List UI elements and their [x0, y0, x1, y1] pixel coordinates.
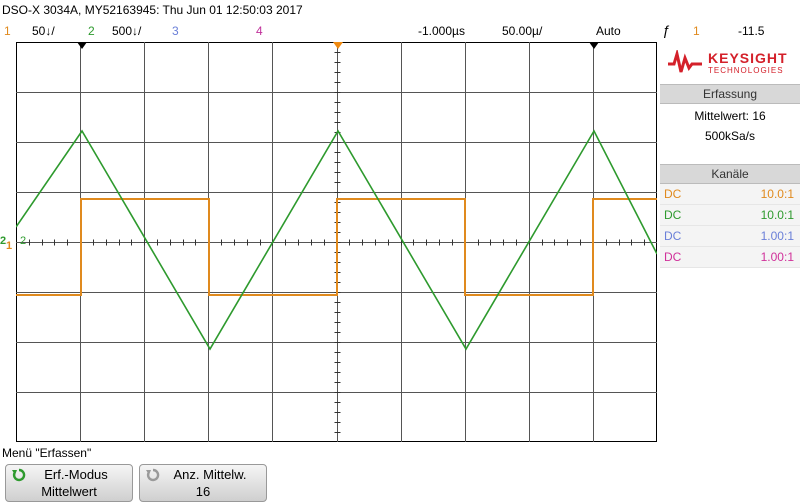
channel-2-coupling: DC [664, 208, 682, 222]
channel-2-trace [15, 129, 658, 351]
channel-3-probe: 1.00:1 [760, 229, 794, 243]
channel-3-number[interactable]: 3 [172, 24, 179, 38]
instrument-title: DSO-X 3034A, MY52163945: Thu Jun 01 12:5… [2, 3, 303, 17]
channel-2-ground-marker[interactable]: 2 [0, 235, 7, 247]
channels-heading: Kanäle [660, 164, 800, 184]
channel-4-number[interactable]: 4 [256, 24, 263, 38]
logo-brand: KEYSIGHT [708, 50, 788, 66]
channel-2-scale[interactable]: 500↓/ [112, 24, 142, 38]
channel-row-2[interactable]: DC 10.0:1 [660, 205, 800, 226]
channel-2-number[interactable]: 2 [88, 24, 95, 38]
time-marker-right-icon [589, 42, 599, 49]
keysight-logo: KEYSIGHT TECHNOLOGIES [660, 42, 800, 84]
top-markers [77, 42, 599, 49]
channel-2-ground-label: 2 [20, 235, 27, 247]
acquisition-heading: Erfassung [660, 84, 800, 104]
timebase-readout[interactable]: 50.00µ/ [502, 24, 543, 38]
acquisition-mode: Mittelwert: 16 [694, 109, 766, 123]
trigger-slope-icon: ƒ [662, 22, 670, 38]
channel-1-trace [16, 198, 657, 296]
softkey-2-value: 16 [195, 484, 211, 499]
softkey-2-label: Anz. Mittelw. [173, 467, 247, 482]
channel-row-4[interactable]: DC 1.00:1 [660, 247, 800, 268]
channel-row-1[interactable]: DC 10.0:1 [660, 184, 800, 205]
channel-4-probe: 1.00:1 [760, 250, 794, 264]
rotate-knob-icon [12, 468, 26, 482]
trigger-source[interactable]: 1 [693, 24, 700, 38]
rotate-knob-icon [146, 468, 160, 482]
channels-panel[interactable]: Kanäle DC 10.0:1 DC 10.0:1 DC 1.00:1 DC … [660, 164, 800, 268]
trigger-level[interactable]: -11.5 [738, 24, 765, 38]
logo-sub: TECHNOLOGIES [708, 66, 784, 75]
softkey-1-label: Erf.-Modus [44, 467, 108, 482]
average-count-softkey[interactable]: Anz. Mittelw. 16 [139, 464, 267, 502]
waveform-display[interactable] [15, 42, 658, 442]
menu-title: Menü "Erfassen" [2, 446, 92, 460]
channel-1-probe: 10.0:1 [760, 187, 794, 201]
channel-1-number[interactable]: 1 [4, 24, 11, 38]
graticule [15, 42, 658, 442]
channel-1-scale[interactable]: 50↓/ [32, 24, 55, 38]
channel-1-coupling: DC [664, 187, 682, 201]
trigger-mode[interactable]: Auto [596, 24, 621, 38]
acquisition-mode-softkey[interactable]: Erf.-Modus Mittelwert [5, 464, 133, 502]
channel-2-probe: 10.0:1 [760, 208, 794, 222]
delay-readout[interactable]: -1.000µs [418, 24, 465, 38]
acquisition-panel[interactable]: Erfassung Mittelwert: 16 500kSa/s [660, 84, 800, 152]
time-marker-left-icon [77, 42, 87, 49]
channel-4-coupling: DC [664, 250, 682, 264]
channel-row-3[interactable]: DC 1.00:1 [660, 226, 800, 247]
sample-rate: 500kSa/s [704, 129, 756, 143]
channel-3-coupling: DC [664, 229, 682, 243]
channel-1-ground-marker[interactable]: 1 [6, 240, 13, 252]
keysight-wave-icon [668, 50, 702, 73]
trigger-position-icon[interactable] [333, 42, 343, 49]
softkey-1-value: Mittelwert [41, 484, 97, 499]
